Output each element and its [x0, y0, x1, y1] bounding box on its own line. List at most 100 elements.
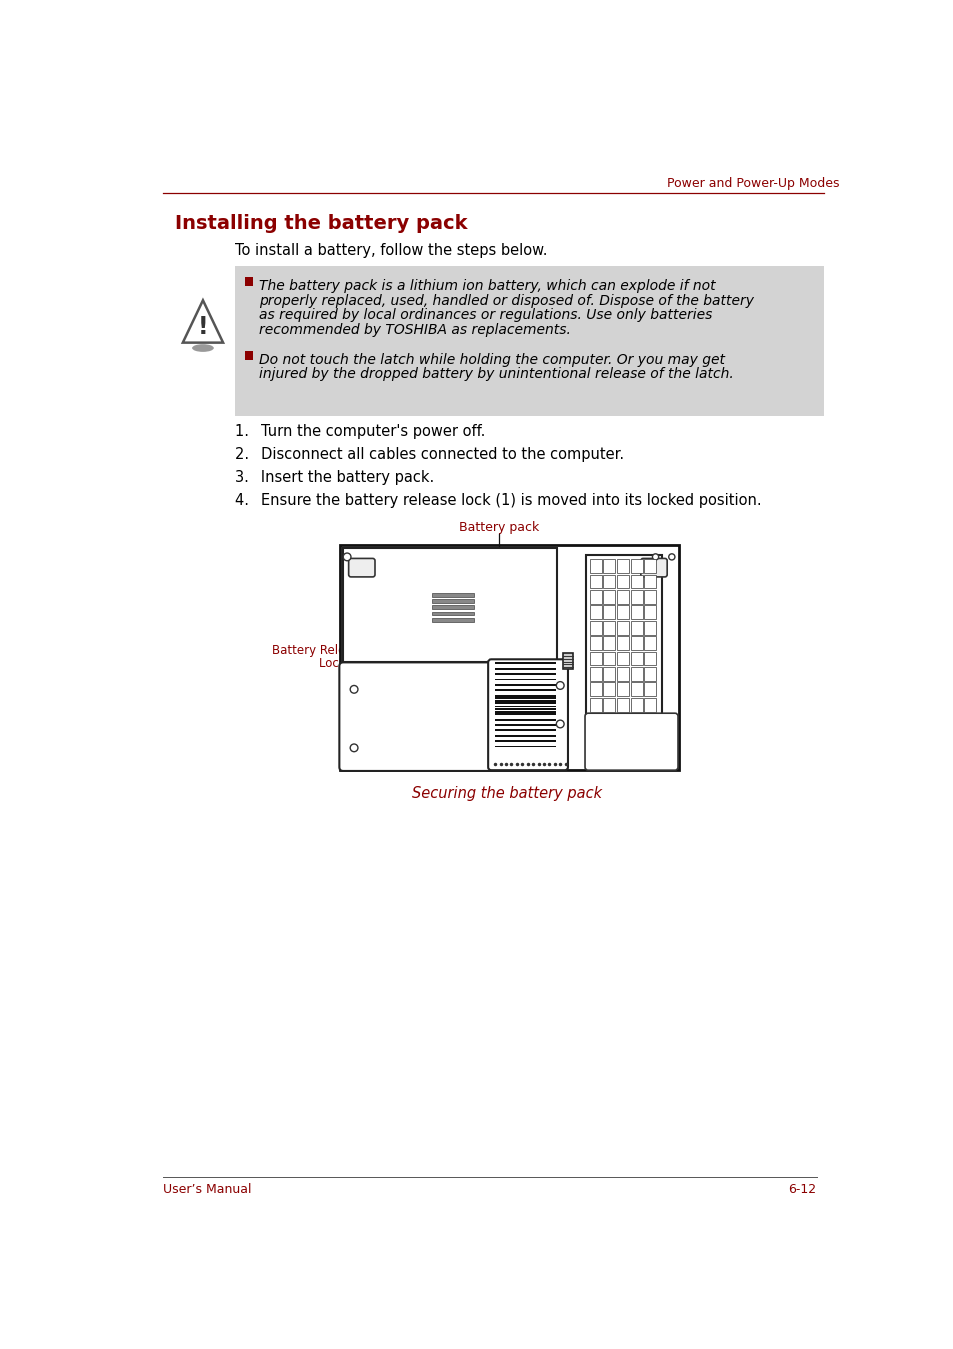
Circle shape — [556, 681, 563, 689]
Text: Lock (1): Lock (1) — [318, 657, 365, 670]
Bar — [495, 724, 555, 726]
Bar — [495, 703, 555, 704]
Bar — [589, 637, 601, 650]
Bar — [431, 599, 474, 603]
Bar — [617, 590, 628, 604]
Bar — [643, 697, 656, 712]
Bar — [617, 606, 628, 619]
Bar — [602, 621, 615, 634]
Bar — [431, 618, 474, 622]
Text: The battery pack is a lithium ion battery, which can explode if not: The battery pack is a lithium ion batter… — [258, 279, 715, 293]
FancyBboxPatch shape — [488, 660, 567, 770]
Ellipse shape — [192, 344, 213, 352]
Text: Do not touch the latch while holding the computer. Or you may get: Do not touch the latch while holding the… — [258, 353, 724, 367]
Bar — [589, 590, 601, 604]
Text: 6-12: 6-12 — [788, 1183, 816, 1197]
Text: as required by local ordinances or regulations. Use only batteries: as required by local ordinances or regul… — [258, 308, 711, 322]
Bar — [602, 637, 615, 650]
Bar — [602, 560, 615, 573]
Bar — [495, 714, 555, 715]
Bar — [495, 689, 555, 691]
Bar — [602, 606, 615, 619]
Bar — [643, 560, 656, 573]
Bar — [431, 594, 474, 596]
Bar — [495, 708, 555, 710]
Text: To install a battery, follow the steps below.: To install a battery, follow the steps b… — [235, 243, 547, 258]
Bar — [617, 652, 628, 665]
Bar — [630, 590, 642, 604]
Text: 2.  Disconnect all cables connected to the computer.: 2. Disconnect all cables connected to th… — [235, 447, 624, 461]
Bar — [630, 575, 642, 588]
Text: Installing the battery pack: Installing the battery pack — [174, 214, 467, 233]
Bar — [643, 666, 656, 681]
Bar — [589, 652, 601, 665]
Bar — [495, 730, 555, 731]
Bar — [589, 666, 601, 681]
Bar — [585, 554, 661, 716]
Bar — [630, 697, 642, 712]
Bar — [643, 575, 656, 588]
Bar — [643, 683, 656, 696]
Text: Battery Release: Battery Release — [272, 643, 365, 657]
Bar — [617, 683, 628, 696]
Polygon shape — [183, 301, 223, 343]
Circle shape — [350, 685, 357, 693]
Bar — [617, 637, 628, 650]
Bar — [495, 697, 555, 699]
Bar — [617, 666, 628, 681]
FancyBboxPatch shape — [584, 714, 678, 770]
Bar — [643, 652, 656, 665]
Bar — [602, 697, 615, 712]
Bar — [630, 652, 642, 665]
FancyBboxPatch shape — [640, 558, 666, 577]
Text: 1.  Turn the computer's power off.: 1. Turn the computer's power off. — [235, 424, 485, 438]
Text: User’s Manual: User’s Manual — [163, 1183, 252, 1197]
FancyBboxPatch shape — [339, 662, 560, 770]
Text: properly replaced, used, handled or disposed of. Dispose of the battery: properly replaced, used, handled or disp… — [258, 294, 753, 308]
Text: recommended by TOSHIBA as replacements.: recommended by TOSHIBA as replacements. — [258, 322, 570, 337]
Bar — [602, 683, 615, 696]
Bar — [495, 741, 555, 742]
Bar — [431, 606, 474, 610]
Bar — [495, 719, 555, 720]
Bar — [245, 278, 253, 286]
Circle shape — [652, 554, 658, 560]
Bar — [495, 700, 555, 701]
Bar — [495, 684, 555, 685]
Bar — [630, 560, 642, 573]
Bar — [602, 666, 615, 681]
Bar — [630, 683, 642, 696]
Bar — [589, 560, 601, 573]
Bar — [617, 621, 628, 634]
Bar — [602, 590, 615, 604]
Bar — [495, 711, 555, 712]
Bar — [630, 637, 642, 650]
Circle shape — [350, 745, 357, 751]
Bar — [431, 611, 474, 615]
Bar — [630, 666, 642, 681]
Bar — [602, 575, 615, 588]
FancyBboxPatch shape — [348, 558, 375, 577]
Bar — [617, 575, 628, 588]
Bar — [643, 621, 656, 634]
Bar — [589, 683, 601, 696]
Bar — [617, 560, 628, 573]
Text: Securing the battery pack: Securing the battery pack — [412, 785, 601, 801]
Bar — [495, 662, 555, 664]
Circle shape — [668, 554, 674, 560]
Bar — [630, 606, 642, 619]
Bar — [495, 706, 555, 707]
Bar — [562, 653, 573, 669]
Bar — [495, 668, 555, 669]
Bar — [235, 266, 823, 415]
Bar — [245, 351, 253, 360]
Bar — [617, 697, 628, 712]
Bar — [589, 697, 601, 712]
Bar — [495, 695, 555, 696]
Circle shape — [556, 720, 563, 728]
Text: Battery pack: Battery pack — [458, 521, 538, 534]
Text: 4.  Ensure the battery release lock (1) is moved into its locked position.: 4. Ensure the battery release lock (1) i… — [235, 494, 761, 509]
Circle shape — [343, 553, 351, 561]
Bar — [643, 606, 656, 619]
Bar — [589, 621, 601, 634]
